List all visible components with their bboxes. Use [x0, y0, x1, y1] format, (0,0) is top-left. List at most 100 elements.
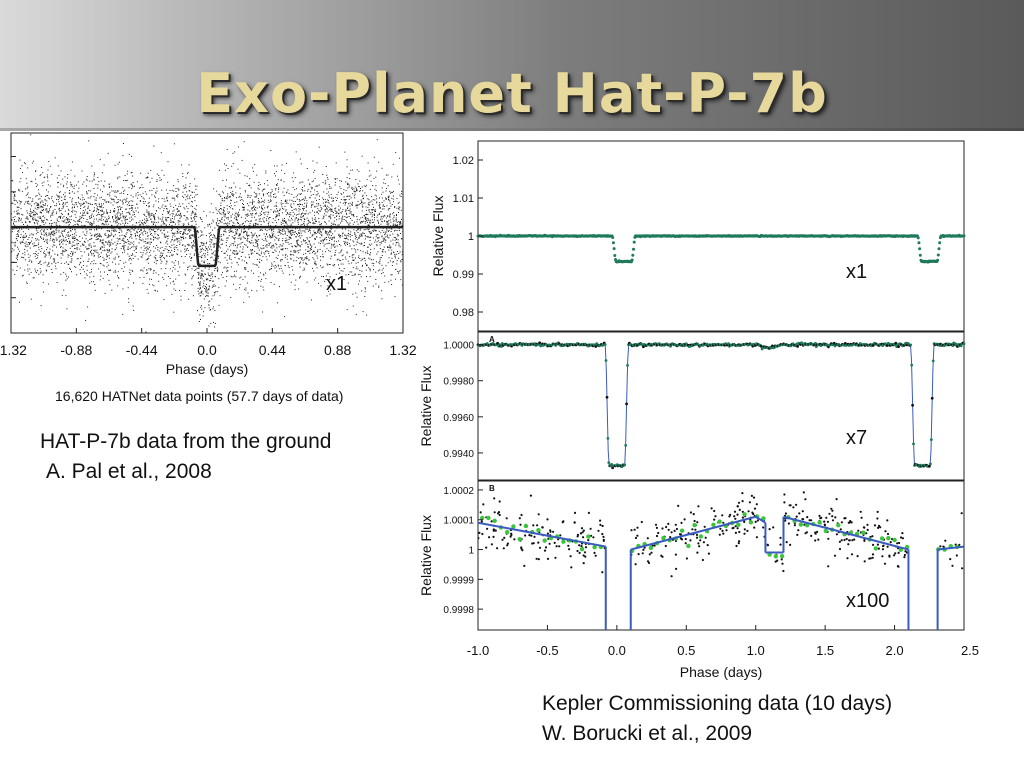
hatnet-point: [57, 199, 59, 201]
hatnet-point: [35, 170, 37, 172]
hatnet-point: [71, 259, 73, 261]
hatnet-point: [164, 273, 166, 275]
hatnet-point: [366, 209, 367, 211]
hatnet-point: [358, 255, 360, 257]
hatnet-point: [73, 187, 75, 189]
hatnet-point: [160, 230, 162, 232]
hatnet-point: [17, 212, 19, 214]
hatnet-point: [120, 213, 122, 215]
hatnet-point: [262, 209, 264, 211]
hatnet-point: [119, 176, 121, 178]
hatnet-point: [320, 206, 322, 208]
hatnet-point: [39, 194, 41, 196]
hatnet-point: [306, 238, 308, 240]
hatnet-point: [117, 240, 119, 242]
hatnet-point: [207, 225, 209, 227]
hatnet-point: [384, 281, 386, 283]
hatnet-point: [328, 220, 330, 222]
hatnet-point: [141, 196, 143, 197]
hatnet-point: [119, 214, 121, 216]
hatnet-point: [89, 180, 91, 182]
hatnet-point: [133, 241, 135, 243]
hatnet-point: [385, 198, 387, 200]
hatnet-point: [203, 260, 205, 262]
hatnet-point: [123, 262, 125, 264]
hatnet-point: [284, 200, 286, 202]
hatnet-point: [150, 268, 152, 270]
hatnet-point: [67, 177, 68, 179]
hatnet-point: [183, 236, 184, 238]
hatnet-point: [177, 189, 179, 191]
hatnet-point: [67, 254, 69, 256]
hatnet-point: [281, 259, 283, 261]
hatnet-point: [259, 201, 260, 203]
hatnet-point: [314, 262, 316, 264]
hatnet-point: [128, 248, 130, 250]
hatnet-point: [326, 205, 328, 207]
hatnet-point: [46, 229, 48, 230]
hatnet-point: [164, 248, 166, 250]
hatnet-point: [85, 238, 87, 240]
hatnet-point: [143, 241, 145, 243]
hatnet-point: [101, 214, 103, 216]
hatnet-point: [330, 284, 332, 286]
hatnet-point: [159, 179, 161, 181]
hatnet-point: [157, 216, 159, 218]
hatnet-point: [322, 250, 324, 252]
hatnet-point: [370, 213, 372, 215]
hatnet-point: [300, 258, 302, 260]
hatnet-point: [76, 206, 78, 208]
hatnet-point: [207, 249, 209, 251]
hatnet-point: [240, 242, 242, 244]
hatnet-point: [71, 246, 73, 247]
hatnet-point: [268, 250, 270, 252]
hatnet-point: [350, 169, 352, 171]
hatnet-point: [343, 219, 345, 220]
hatnet-point: [240, 256, 242, 257]
hatnet-point: [259, 262, 261, 264]
hatnet-point: [316, 162, 318, 164]
hatnet-point: [387, 222, 389, 224]
hatnet-point: [37, 184, 39, 186]
hatnet-point: [335, 241, 337, 243]
hatnet-point: [41, 209, 43, 211]
hatnet-point: [295, 151, 297, 153]
hatnet-point: [59, 192, 61, 194]
hatnet-point: [62, 250, 64, 252]
hatnet-point: [91, 224, 93, 226]
hatnet-point: [144, 223, 146, 225]
hatnet-point: [359, 229, 361, 231]
hatnet-point: [306, 205, 307, 207]
hatnet-point: [14, 194, 15, 196]
hatnet-point: [35, 219, 37, 221]
hatnet-point: [90, 235, 92, 237]
hatnet-point: [130, 255, 132, 256]
hatnet-point: [390, 260, 391, 262]
hatnet-point: [398, 208, 400, 209]
hatnet-point: [306, 228, 308, 230]
hatnet-point: [342, 270, 344, 272]
hatnet-point: [143, 213, 145, 215]
hatnet-point: [75, 204, 77, 206]
hatnet-point: [292, 246, 294, 248]
hatnet-point: [302, 208, 303, 210]
hatnet-point: [228, 197, 230, 199]
hatnet-point: [52, 258, 54, 260]
hatnet-point: [98, 212, 100, 214]
hatnet-point: [18, 213, 20, 215]
hatnet-point: [264, 207, 266, 209]
hatnet-point: [176, 208, 178, 209]
hatnet-point: [300, 224, 302, 226]
hatnet-point: [349, 271, 351, 273]
hatnet-point: [230, 266, 232, 268]
hatnet-point: [164, 205, 166, 207]
hatnet-point: [55, 232, 57, 234]
hatnet-point: [230, 275, 232, 277]
hatnet-point: [169, 222, 171, 224]
hatnet-point: [18, 200, 20, 202]
hatnet-point: [87, 306, 89, 308]
hatnet-point: [263, 212, 265, 214]
hatnet-point: [291, 234, 293, 236]
hatnet-point: [200, 218, 202, 220]
hatnet-point: [322, 256, 324, 258]
